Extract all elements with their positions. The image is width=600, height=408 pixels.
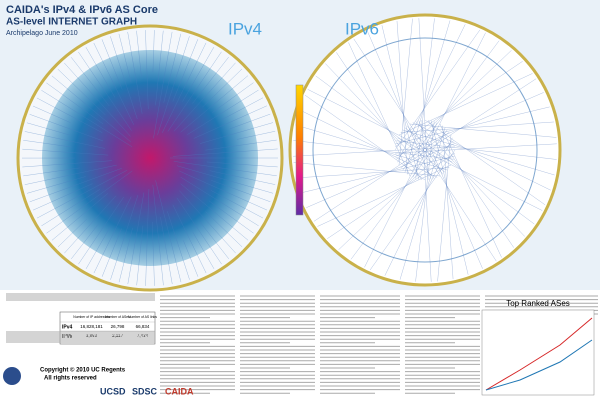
inset-chart: Top Ranked ASes [482,299,594,395]
date: Archipelago June 2010 [6,30,78,37]
column-header: Number of AS links [128,315,157,319]
ipv6-label: IPv6 [345,19,379,38]
copyright: Copyright © 2010 UC Regents [40,367,126,374]
logo: CAIDA [165,386,194,396]
ipv4-label: IPv4 [228,19,262,38]
ipv6-graph [290,15,560,285]
ipv4-graph [18,26,282,290]
cell: 66,834 [136,324,150,329]
cell: 26,798 [111,324,125,329]
title: CAIDA's IPv4 & IPv6 AS Core [6,4,158,16]
logo: UCSD [100,386,126,396]
seal-logo [3,367,21,385]
inset-title: Top Ranked ASes [506,299,570,308]
row-label: IPv4 [62,324,73,330]
rights: All rights reserved [44,376,97,382]
ipv6-ring [290,15,560,285]
cell: 16,828,181 [80,324,103,329]
color-scale [296,85,303,215]
subtitle: AS-level INTERNET GRAPH [6,17,137,28]
column-header: Number of ASes [105,315,130,319]
logo: SDSC [132,386,158,396]
